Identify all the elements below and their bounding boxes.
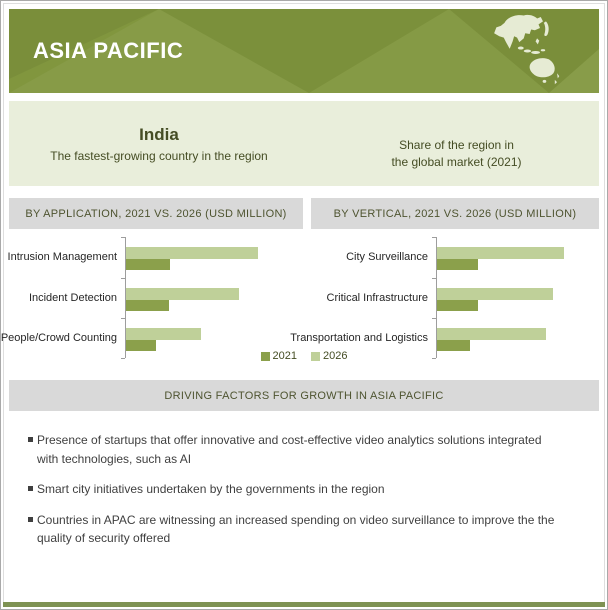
- region-share-line2: the global market (2021): [391, 155, 522, 170]
- page-title: ASIA PACIFIC: [33, 38, 184, 63]
- axis-tick: [432, 318, 436, 319]
- asia-pacific-map-icon: [473, 14, 573, 88]
- axis-tick: [121, 318, 125, 319]
- bullet-square-icon: [28, 516, 33, 522]
- category-label: Transportation and Logistics: [290, 332, 428, 344]
- country-highlight: India The fastest-growing country in the…: [9, 125, 309, 163]
- legend-swatch-2026: [311, 351, 320, 361]
- axis-tick: [121, 237, 125, 238]
- driving-factors-list: Presence of startups that offer innovati…: [9, 419, 557, 548]
- driving-factor-text: Smart city initiatives undertaken by the…: [37, 482, 385, 497]
- legend-item-2021: 2021: [260, 350, 297, 362]
- region-banner: ASIA PACIFIC: [9, 9, 599, 93]
- country-name: India: [139, 125, 179, 144]
- chart-legend: 2021 2026: [1, 350, 607, 362]
- driving-factor-text: Countries in APAC are witnessing an incr…: [37, 512, 555, 546]
- bar-2021: [126, 299, 169, 311]
- country-note: The fastest-growing country in the regio…: [50, 149, 268, 163]
- bar-2026: [126, 328, 201, 340]
- chart-row: People/Crowd Counting: [0, 318, 303, 358]
- legend-label-2021: 2021: [272, 350, 297, 362]
- chart-row: Critical Infrastructure: [311, 278, 599, 318]
- bar-2021: [437, 259, 478, 270]
- category-label: City Surveillance: [346, 251, 428, 263]
- bar-2026: [437, 287, 553, 300]
- bar-2021: [437, 299, 478, 311]
- axis-tick: [432, 358, 436, 359]
- bottom-accent-strip: [3, 602, 605, 607]
- country-highlight-band: India The fastest-growing country in the…: [9, 101, 599, 186]
- chart-row: City Surveillance: [311, 237, 599, 277]
- region-share-note: Share of the region in the global market…: [314, 137, 599, 172]
- value-axis-line: [125, 237, 126, 358]
- driving-factors-header: DRIVING FACTORS FOR GROWTH IN ASIA PACIF…: [9, 380, 599, 411]
- category-label: Critical Infrastructure: [326, 291, 428, 304]
- bar-2021: [437, 340, 470, 351]
- axis-tick: [432, 277, 436, 279]
- axis-tick: [121, 358, 125, 359]
- chart-row: Incident Detection: [9, 278, 303, 318]
- bullet-square-icon: [28, 486, 33, 492]
- chart-by-application: Intrusion Management Incident Detection Pe…: [0, 231, 303, 363]
- legend-swatch-2021: [260, 351, 270, 361]
- legend-label-2026: 2026: [323, 350, 348, 362]
- legend-item-2026: 2026: [311, 350, 347, 362]
- axis-tick: [432, 237, 436, 238]
- driving-factor-item: Presence of startups that offer innovati…: [9, 431, 557, 468]
- category-label: Incident Detection: [28, 291, 117, 304]
- bar-2021: [126, 259, 170, 270]
- banner-facet-pattern: [9, 9, 599, 93]
- chart-header-by-vertical: BY VERTICAL, 2021 VS. 2026 (USD MILLION): [311, 198, 599, 229]
- bullet-square-icon: [28, 437, 33, 442]
- chart-header-by-application: BY APPLICATION, 2021 VS. 2026 (USD MILLI…: [9, 198, 303, 229]
- driving-factor-item: Smart city initiatives undertaken by the…: [9, 480, 557, 499]
- category-label: People/Crowd Counting: [0, 332, 117, 344]
- chart-row: Transportation and Logistics: [290, 318, 599, 358]
- bar-2026: [126, 287, 239, 300]
- bar-2021: [126, 340, 156, 351]
- chart-row: Intrusion Management: [7, 237, 303, 277]
- value-axis-line: [436, 237, 437, 358]
- driving-factor-text: Presence of startups that offer innovati…: [37, 433, 542, 466]
- chart-by-vertical: City Surveillance Critical Infrastructure…: [290, 231, 599, 363]
- axis-tick: [121, 277, 125, 279]
- region-share-line1: Share of the region in: [399, 138, 514, 152]
- bar-2026: [437, 328, 546, 340]
- bar-2026: [126, 247, 258, 259]
- bar-2026: [437, 247, 564, 259]
- category-label: Intrusion Management: [7, 251, 117, 263]
- driving-factor-item: Countries in APAC are witnessing an incr…: [9, 511, 557, 548]
